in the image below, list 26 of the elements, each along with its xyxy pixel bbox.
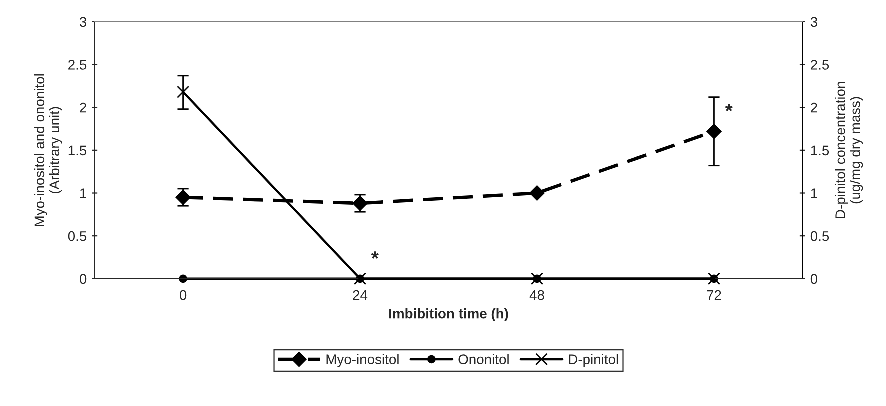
x-tick-label: 24 [353,290,368,300]
x-axis-title: Imbibition time (h) [390,308,508,322]
y2-tick-label: 0 [810,274,818,284]
y2-axis-title: D-pinitol concentration (ug/mg dry mass) [835,82,864,218]
y-tick-label: 1.5 [68,146,87,156]
x-tick-label: 72 [707,290,722,300]
y-tick-label: 3 [80,17,87,28]
annotation: * [725,104,733,112]
y-tick-label: 1 [80,188,86,198]
y-tick-label: 0.5 [68,231,87,242]
y-tick-label: 2 [80,102,86,113]
y2-tick-label: 3 [810,17,818,28]
y2-tick-label: 1 [811,188,818,198]
x-tick-label: 48 [530,290,544,300]
y2-tick-label: 1.5 [811,146,830,156]
y-tick-label: 0 [80,274,87,284]
legend-label: D-pinitol [569,354,618,368]
y2-tick-label: 0.5 [810,231,830,242]
annotation: * [371,252,379,259]
x-tick-label: 0 [180,290,187,300]
y-axis-title: Myo-inositol and ononitol (Arbitrary unit) [34,74,62,226]
y-tick-label: 2.5 [68,60,87,70]
legend-label: Ononitol [458,354,509,364]
legend-label: Myo-inositol [326,354,399,368]
y2-tick-label: 2.5 [811,60,830,70]
y2-tick-label: 2 [811,102,818,113]
